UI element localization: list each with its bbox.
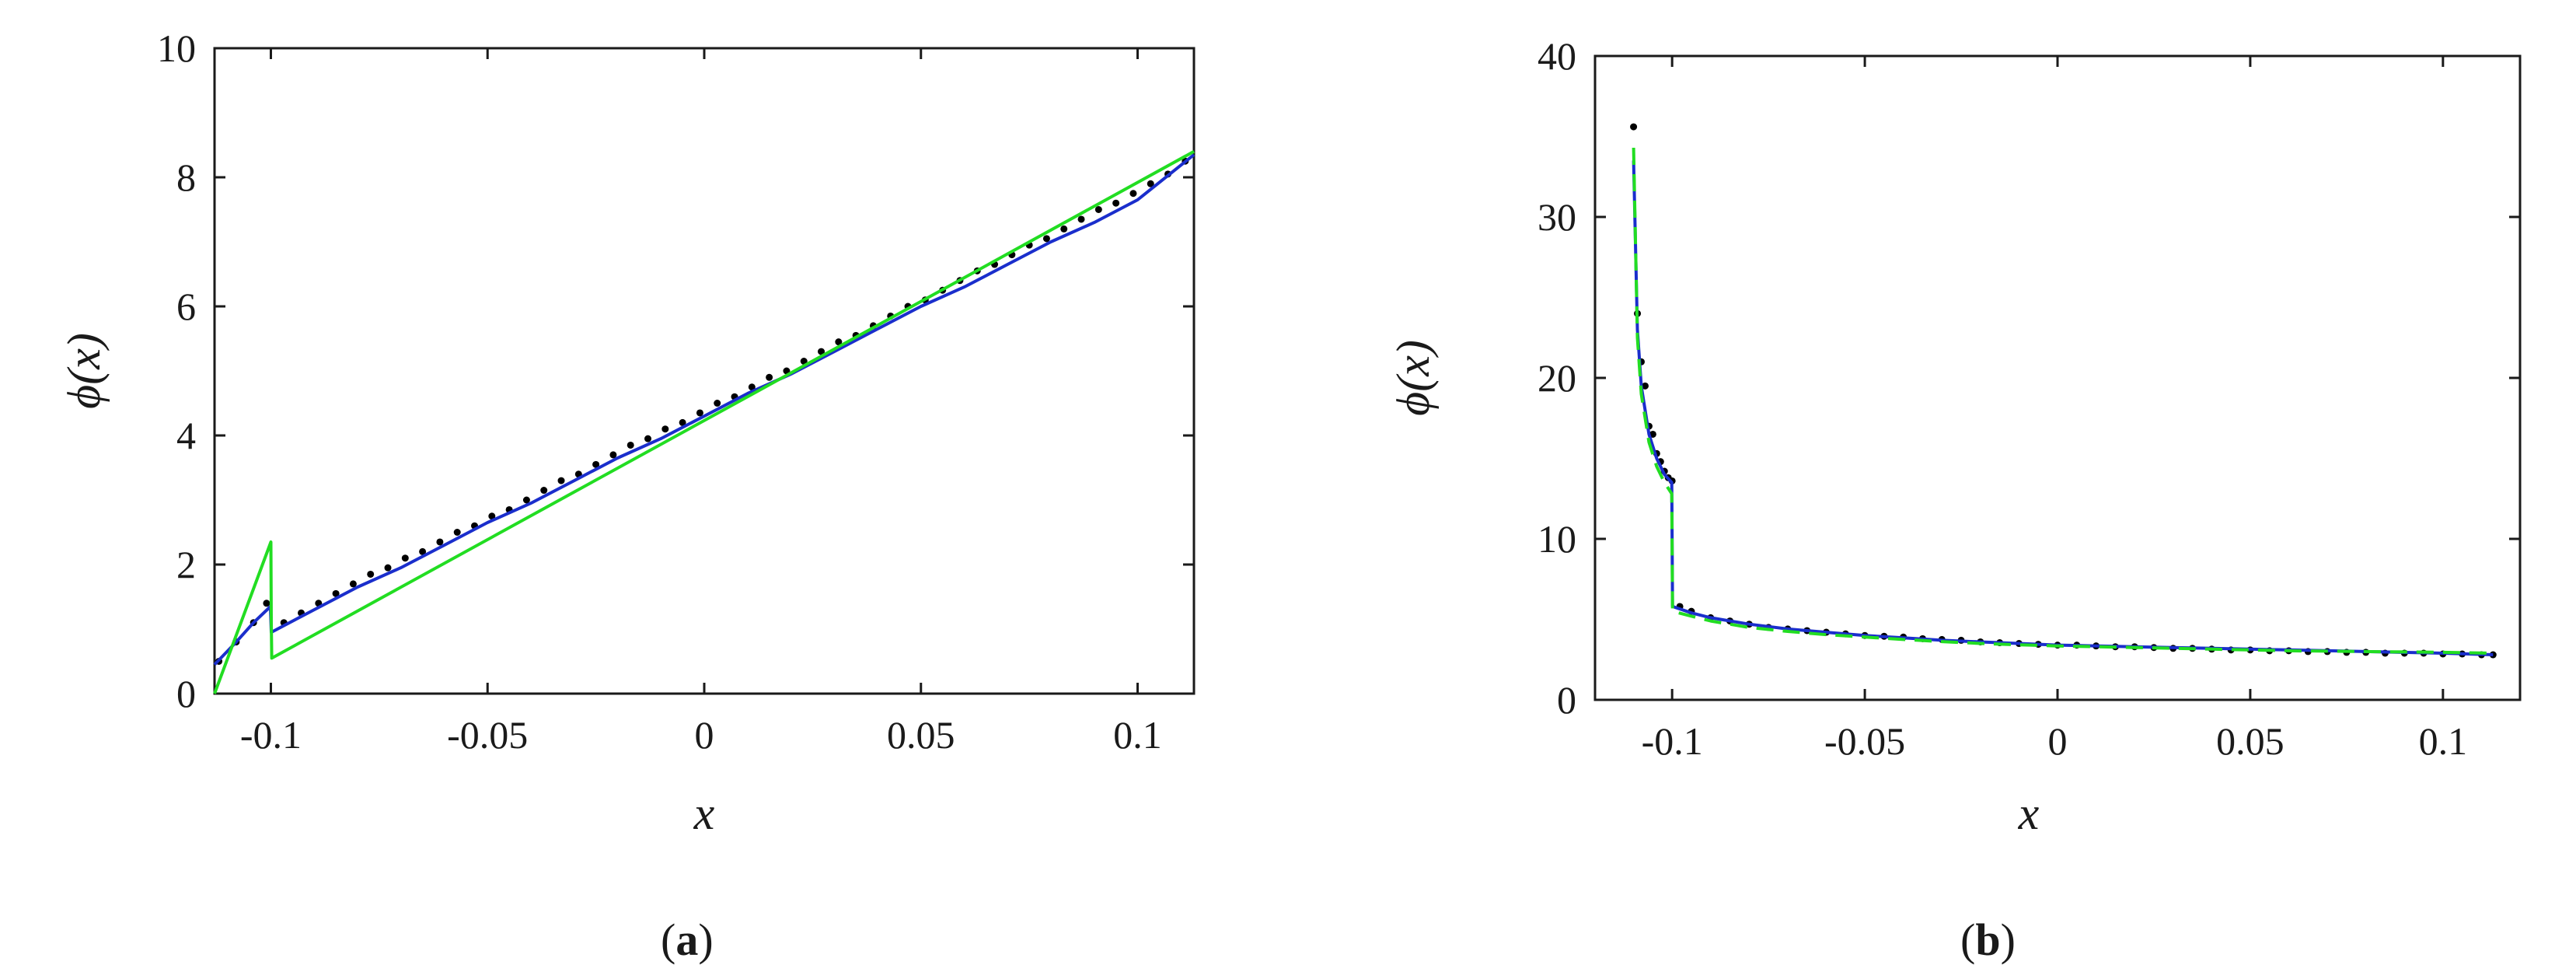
x-tick-label: -0.1 bbox=[240, 713, 302, 757]
plot-a-ticklabels: -0.1 -0.05 0 0.05 0.1 0 2 4 6 8 10 bbox=[157, 26, 1162, 757]
data-point bbox=[1112, 199, 1120, 207]
y-tick-label: 0 bbox=[1557, 678, 1576, 722]
data-point bbox=[1147, 180, 1154, 187]
plot-a-panel-label: (a) bbox=[661, 914, 714, 965]
y-tick-label: 30 bbox=[1538, 195, 1576, 239]
data-point bbox=[522, 496, 530, 504]
data-point bbox=[766, 373, 773, 381]
plot-b-ylabel: ϕ(x) bbox=[1387, 340, 1439, 416]
noisy-data-points bbox=[1630, 123, 2497, 659]
x-tick-label: 0.1 bbox=[1113, 713, 1162, 757]
plot-a-xlabel: x bbox=[693, 788, 715, 839]
plot-b-series bbox=[1630, 123, 2497, 659]
data-point bbox=[453, 529, 461, 536]
data-point bbox=[1630, 123, 1638, 131]
data-point bbox=[679, 418, 686, 426]
y-tick-label: 2 bbox=[176, 543, 196, 586]
data-point bbox=[1077, 215, 1085, 223]
plot-a-series bbox=[213, 150, 1196, 694]
data-point bbox=[748, 383, 756, 391]
data-point bbox=[1060, 225, 1068, 233]
data-point bbox=[263, 600, 271, 607]
x-tick-label: 0 bbox=[2048, 719, 2068, 763]
plot-b-ticklabels: -0.1 -0.05 0 0.05 0.1 0 10 20 30 40 bbox=[1538, 34, 2467, 763]
green-reference-line bbox=[1632, 147, 2494, 655]
y-tick-label: 0 bbox=[176, 672, 196, 715]
y-tick-label: 8 bbox=[176, 156, 196, 199]
green-reference-line bbox=[213, 150, 1195, 694]
data-point bbox=[401, 554, 409, 562]
x-tick-label: 0.1 bbox=[2419, 719, 2468, 763]
plot-b-frame bbox=[1593, 54, 2522, 701]
data-point bbox=[1641, 382, 1649, 390]
data-point bbox=[419, 547, 427, 555]
x-tick-label: 0.05 bbox=[887, 713, 955, 757]
data-point bbox=[436, 538, 444, 546]
plot-b-ticks bbox=[1595, 54, 2520, 701]
data-point bbox=[800, 358, 808, 365]
data-point bbox=[557, 477, 565, 484]
plot-b-panel-label: (b) bbox=[1960, 914, 2016, 965]
data-point bbox=[592, 460, 600, 468]
data-point bbox=[644, 435, 652, 442]
x-tick-label: 0.05 bbox=[2216, 719, 2285, 763]
x-tick-label: 0 bbox=[695, 713, 714, 757]
y-tick-label: 20 bbox=[1538, 356, 1576, 400]
data-point bbox=[835, 338, 843, 346]
panel-b: -0.1 -0.05 0 0.05 0.1 0 10 20 30 40 x ϕ(x) (b) bbox=[1387, 34, 2522, 965]
plot-b-xlabel: x bbox=[2018, 788, 2040, 839]
data-point bbox=[384, 564, 392, 572]
data-point bbox=[1129, 190, 1137, 198]
y-tick-label: 10 bbox=[1538, 517, 1576, 561]
data-point bbox=[1094, 206, 1102, 213]
data-point bbox=[1042, 235, 1050, 243]
y-tick-label: 10 bbox=[157, 26, 196, 70]
data-point bbox=[332, 589, 340, 597]
x-tick-label: -0.05 bbox=[1824, 719, 1905, 763]
data-point bbox=[540, 487, 548, 495]
data-point bbox=[696, 409, 703, 417]
data-point bbox=[349, 580, 357, 588]
y-tick-label: 4 bbox=[176, 414, 196, 457]
blue-fit-line bbox=[1632, 160, 2494, 656]
x-tick-label: -0.05 bbox=[447, 713, 528, 757]
data-point bbox=[609, 451, 617, 459]
plot-a-ylabel: ϕ(x) bbox=[58, 333, 110, 409]
data-point bbox=[488, 512, 496, 520]
blue-fit-line bbox=[213, 153, 1196, 666]
y-tick-label: 40 bbox=[1538, 34, 1576, 78]
data-point bbox=[818, 348, 826, 355]
data-point bbox=[367, 570, 375, 578]
plot-a-frame bbox=[213, 47, 1196, 695]
y-tick-label: 6 bbox=[176, 285, 196, 328]
panel-a: -0.1 -0.05 0 0.05 0.1 0 2 4 6 8 10 x ϕ(x) (a) bbox=[58, 26, 1196, 965]
x-tick-label: -0.1 bbox=[1642, 719, 1703, 763]
data-point bbox=[661, 425, 669, 433]
plot-a-ticks bbox=[215, 47, 1194, 695]
data-point bbox=[714, 400, 721, 407]
data-point bbox=[627, 441, 634, 449]
